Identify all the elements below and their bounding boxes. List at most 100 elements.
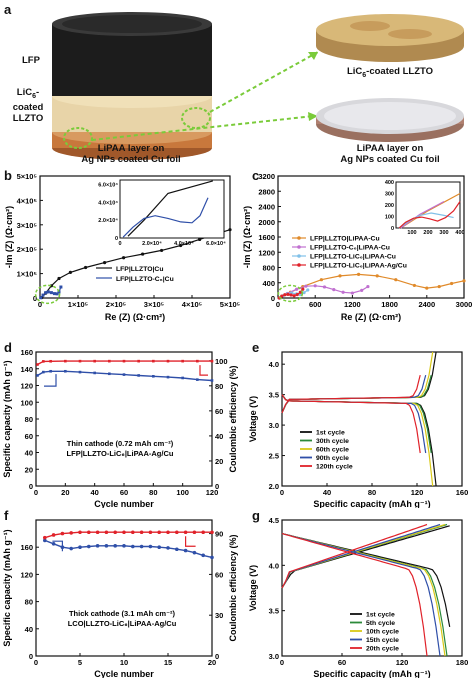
arrow-line-bottom [91, 115, 315, 141]
panel-a-label: a [4, 2, 12, 17]
chart-c-xtick-label: 3000 [456, 300, 473, 309]
chart-b-inset-frame [119, 179, 225, 239]
chart-d-ytick-label: 20 [25, 465, 33, 474]
panel-g-label: g [252, 508, 260, 523]
chart-d-ytick-label: 0 [29, 482, 33, 491]
chart-f-point [139, 544, 144, 549]
chart-c-inset-xtick: 100 [407, 230, 416, 236]
chart-b-inset-series [122, 197, 209, 238]
chart-e-xtick-label: 160 [456, 488, 469, 497]
chart-g-legend-label: 15th cycle [366, 637, 399, 644]
chart-d-ytick-label: 60 [25, 432, 33, 441]
arrow-line-top [209, 51, 319, 113]
chart-b-xtick-label: 3×10⁵ [144, 300, 165, 309]
chart-c-point [295, 287, 299, 291]
chart-f-xlabel: Cycle number [94, 669, 154, 678]
chart-b-inset-xtick: 4.0×10⁴ [174, 241, 194, 247]
chart-b-zoom-circle [34, 284, 61, 305]
chart-c-legend-label: LFP|LLZTO-C₆|LiPAA-Cu [310, 245, 390, 252]
chart-d-point [196, 359, 199, 363]
chart-d-point [137, 374, 140, 377]
lfp-label: LFP [22, 55, 40, 66]
chart-c-point [286, 292, 290, 296]
chart-g-xtick-label: 120 [396, 658, 409, 667]
chart-e-discharge-curve [281, 394, 421, 454]
chart-b-point [122, 256, 126, 260]
chart-f-point [192, 550, 197, 555]
chart-d: 0 20 40 60 80 100 1200204060801001201401600204… [2, 348, 238, 508]
chart-d-point [166, 359, 170, 363]
chart-f-xtick-label: 5 [78, 658, 82, 667]
chart-e-ytick-label: 2.5 [269, 452, 279, 461]
chart-c-point [298, 290, 302, 294]
chart-e-xtick-label: 120 [411, 488, 424, 497]
chart-f-point [210, 530, 214, 535]
chart-f-point [69, 546, 73, 551]
chart-e-legend-label: 120th cycle [316, 464, 353, 471]
lic6-llzto-part2: -coated LLZTO [366, 66, 434, 77]
chart-e-ytick-label: 3.0 [269, 421, 279, 430]
chart-e-legend-label: 1st cycle [316, 430, 345, 437]
chart-d-y2tick-label: 0 [215, 482, 219, 491]
panel-b-label: b [4, 168, 12, 183]
panel-d-label: d [4, 340, 12, 355]
chart-c-inset-ytick: 200 [385, 203, 394, 209]
chart-d-frame [35, 351, 213, 487]
chart-c-inset-xtick: 300 [439, 230, 448, 236]
chart-d-point [36, 374, 39, 377]
chart-g-xtick-label: 60 [338, 658, 346, 667]
chart-c-point [366, 284, 370, 289]
chart-c-ytick-label: 2400 [258, 203, 275, 212]
lipaa-disk [316, 98, 464, 142]
lipaa-right-label: LiPAA layer on Ag NPs coated Cu foil [324, 143, 456, 165]
chart-c-ytick-label: 1600 [258, 233, 275, 242]
chart-d-xtick-label: 0 [34, 488, 38, 497]
chart-b-point [59, 285, 63, 289]
chart-c-inset-series [400, 200, 445, 229]
chart-c-point [375, 274, 379, 278]
panel-e-label: e [252, 340, 260, 355]
chart-c-inset-ytick: 300 [385, 192, 394, 198]
chart-f-ytick-label: 160 [20, 543, 33, 552]
chart-f-point [131, 530, 135, 535]
chart-f-point [192, 530, 197, 535]
chart-c-point [301, 287, 305, 291]
chart-f-point [201, 553, 205, 558]
chart-b-point [160, 248, 164, 253]
chart-e-charge-curve [281, 374, 427, 414]
chart-d-point [137, 359, 140, 363]
chart-e-xtick-label: 80 [368, 488, 376, 497]
chart-g-ylabel: Voltage (V) [248, 565, 258, 611]
chart-c-point [350, 291, 354, 295]
chart-b-frame [39, 175, 231, 299]
chart-d-arrow-right [199, 365, 208, 376]
chart-c-inset-frame [395, 181, 461, 229]
chart-c-point [425, 286, 429, 290]
chart-b-inset-ytick: 0 [115, 236, 118, 242]
chart-f-xtick-label: 0 [34, 658, 38, 667]
chart-d-series-line [37, 370, 213, 382]
chart-e-legend-label: 30th cycle [316, 438, 349, 445]
chart-b: 0 1×10⁵ 2×10⁵ 3×10⁵ 4×10⁵ 5×10⁵ 0 1×10⁵ 2×10⁵ 3×1… [4, 172, 240, 322]
chart-b-inset-xtick: 6.0×10⁴ [206, 241, 226, 247]
chart-d-point [152, 359, 155, 363]
chart-c-inset-xtick: 200 [423, 230, 432, 236]
chart-d-ytick-label: 160 [20, 348, 33, 357]
chart-f-point [43, 538, 47, 543]
chart-d-xtick-label: 40 [90, 488, 98, 497]
chart-c-ytick-label: 0 [271, 294, 275, 303]
chart-d-point [108, 359, 111, 363]
chart-c-legend-marker [297, 254, 301, 258]
chart-f-point [183, 548, 188, 553]
chart-b-ytick-label: 3×10⁵ [17, 221, 38, 230]
chart-c-inset-ytick: 0 [391, 226, 394, 232]
chart-g-charge-curve [281, 523, 428, 589]
chart-c-inset-series [400, 192, 461, 229]
chart-d-xtick-label: 20 [61, 488, 69, 497]
lipaa-right-line2: Ag NPs coated Cu foil [340, 154, 440, 165]
chart-c-point [341, 290, 345, 294]
chart-d-point [42, 360, 45, 363]
chart-c-legend-label: LFP|LLZTO-LiC₆|LiPAA-Ag/Cu [310, 263, 407, 270]
chart-b-ytick-label: 2×10⁵ [17, 245, 38, 254]
chart-e-ytick-label: 2.0 [269, 482, 279, 491]
